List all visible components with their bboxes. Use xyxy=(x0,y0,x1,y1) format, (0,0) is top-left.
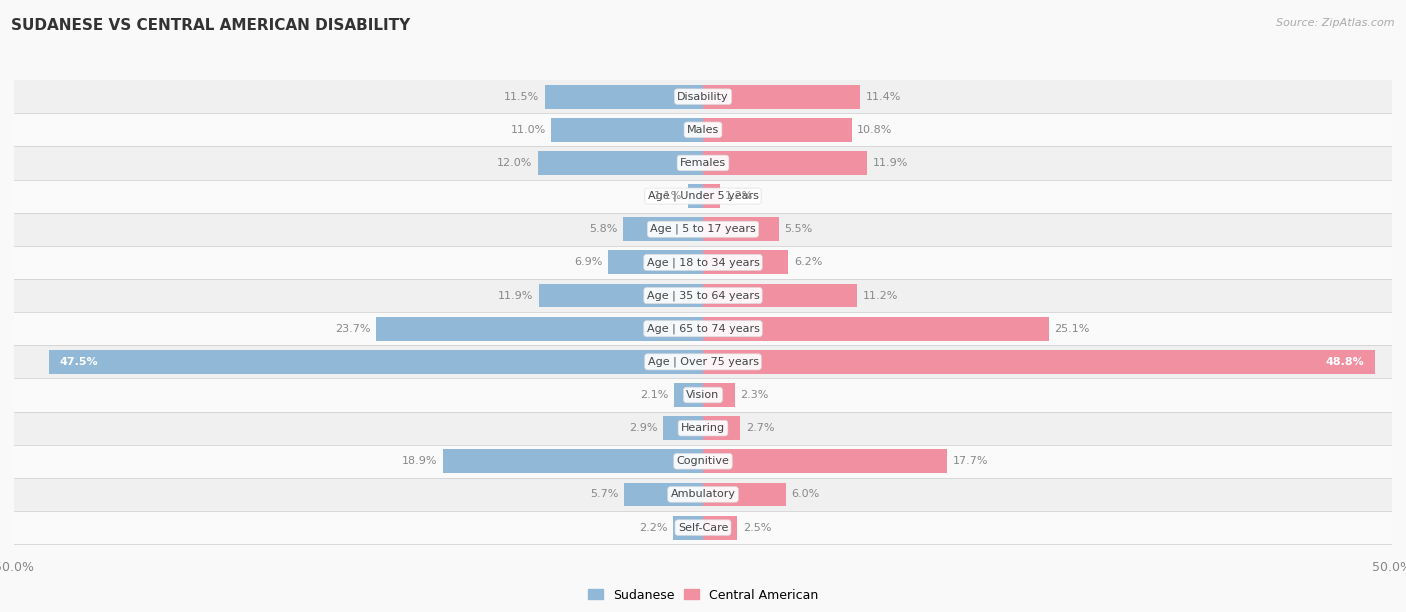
Bar xyxy=(703,283,858,307)
Bar xyxy=(703,118,852,142)
Text: Males: Males xyxy=(688,125,718,135)
Bar xyxy=(538,283,703,307)
Text: 23.7%: 23.7% xyxy=(336,324,371,334)
Text: Age | Under 5 years: Age | Under 5 years xyxy=(648,191,758,201)
Bar xyxy=(703,516,738,540)
Bar xyxy=(14,80,1392,113)
Text: SUDANESE VS CENTRAL AMERICAN DISABILITY: SUDANESE VS CENTRAL AMERICAN DISABILITY xyxy=(11,18,411,34)
Text: 11.5%: 11.5% xyxy=(503,92,538,102)
Bar xyxy=(14,279,1392,312)
Bar xyxy=(14,312,1392,345)
Text: Age | Over 75 years: Age | Over 75 years xyxy=(648,357,758,367)
Text: Source: ZipAtlas.com: Source: ZipAtlas.com xyxy=(1277,18,1395,28)
Bar xyxy=(377,317,703,341)
Bar xyxy=(14,478,1392,511)
Bar xyxy=(703,383,735,407)
Bar xyxy=(14,411,1392,445)
Bar xyxy=(443,449,703,473)
Text: Disability: Disability xyxy=(678,92,728,102)
Bar xyxy=(14,511,1392,544)
Bar xyxy=(14,445,1392,478)
Text: Age | 35 to 64 years: Age | 35 to 64 years xyxy=(647,290,759,300)
Text: 25.1%: 25.1% xyxy=(1054,324,1090,334)
Bar xyxy=(703,84,860,108)
Bar xyxy=(14,113,1392,146)
Bar xyxy=(48,350,703,374)
Legend: Sudanese, Central American: Sudanese, Central American xyxy=(582,584,824,606)
Bar xyxy=(14,212,1392,246)
Bar xyxy=(672,516,703,540)
Text: Age | 65 to 74 years: Age | 65 to 74 years xyxy=(647,324,759,334)
Bar xyxy=(703,151,868,175)
Bar xyxy=(537,151,703,175)
Bar xyxy=(624,482,703,506)
Text: 5.5%: 5.5% xyxy=(785,224,813,234)
Text: 11.2%: 11.2% xyxy=(863,291,898,300)
Text: 2.2%: 2.2% xyxy=(638,523,668,532)
Bar xyxy=(14,179,1392,212)
Bar xyxy=(703,217,779,241)
Bar xyxy=(623,217,703,241)
Text: 10.8%: 10.8% xyxy=(858,125,893,135)
Text: 1.1%: 1.1% xyxy=(654,191,682,201)
Text: 47.5%: 47.5% xyxy=(59,357,98,367)
Bar xyxy=(703,250,789,274)
Bar xyxy=(703,416,740,440)
Text: 11.0%: 11.0% xyxy=(510,125,546,135)
Bar xyxy=(703,184,720,208)
Text: 18.9%: 18.9% xyxy=(402,457,437,466)
Text: 11.9%: 11.9% xyxy=(498,291,533,300)
Bar xyxy=(551,118,703,142)
Text: 11.9%: 11.9% xyxy=(873,158,908,168)
Bar xyxy=(14,246,1392,279)
Text: Age | 5 to 17 years: Age | 5 to 17 years xyxy=(650,224,756,234)
Text: 2.1%: 2.1% xyxy=(640,390,669,400)
Text: 6.2%: 6.2% xyxy=(794,258,823,267)
Text: 2.7%: 2.7% xyxy=(745,423,775,433)
Bar xyxy=(703,449,946,473)
Text: 2.9%: 2.9% xyxy=(628,423,658,433)
Text: Cognitive: Cognitive xyxy=(676,457,730,466)
Text: 48.8%: 48.8% xyxy=(1326,357,1364,367)
Bar xyxy=(14,146,1392,179)
Text: Age | 18 to 34 years: Age | 18 to 34 years xyxy=(647,257,759,267)
Text: 6.0%: 6.0% xyxy=(792,490,820,499)
Text: 12.0%: 12.0% xyxy=(496,158,531,168)
Bar xyxy=(14,345,1392,378)
Text: 5.7%: 5.7% xyxy=(591,490,619,499)
Bar xyxy=(544,84,703,108)
Text: 2.3%: 2.3% xyxy=(740,390,769,400)
Text: Hearing: Hearing xyxy=(681,423,725,433)
Text: 2.5%: 2.5% xyxy=(742,523,772,532)
Bar xyxy=(673,383,703,407)
Text: 17.7%: 17.7% xyxy=(952,457,988,466)
Text: 11.4%: 11.4% xyxy=(866,92,901,102)
Bar xyxy=(664,416,703,440)
Bar xyxy=(703,482,786,506)
Text: Ambulatory: Ambulatory xyxy=(671,490,735,499)
Text: Vision: Vision xyxy=(686,390,720,400)
Text: 5.8%: 5.8% xyxy=(589,224,617,234)
Text: 6.9%: 6.9% xyxy=(574,258,602,267)
Text: 1.2%: 1.2% xyxy=(725,191,754,201)
Bar xyxy=(688,184,703,208)
Bar xyxy=(703,317,1049,341)
Bar xyxy=(703,350,1375,374)
Text: Self-Care: Self-Care xyxy=(678,523,728,532)
Bar xyxy=(14,378,1392,411)
Bar xyxy=(607,250,703,274)
Text: Females: Females xyxy=(681,158,725,168)
